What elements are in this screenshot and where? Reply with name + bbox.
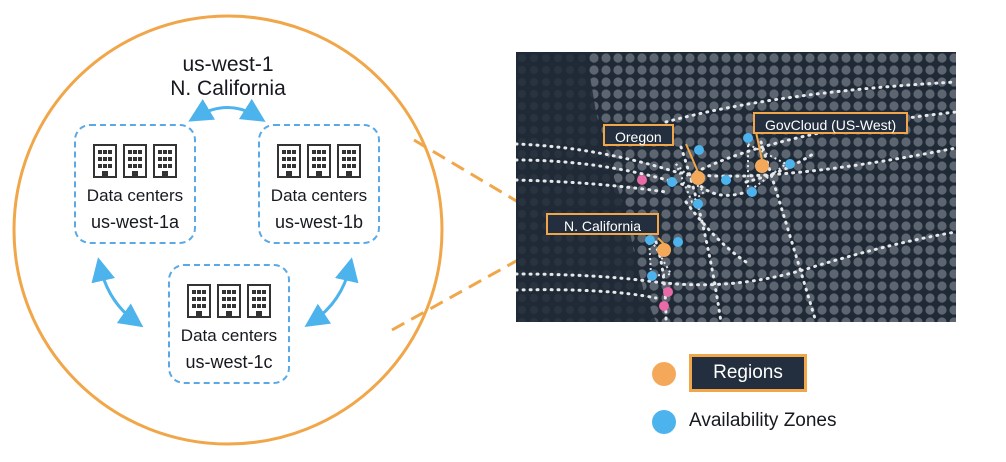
region-map [516,52,956,322]
data-center-building-icon [277,144,301,178]
region-dot-govcloud [755,159,769,173]
az-dot [694,145,704,155]
az-dot [667,177,677,187]
az-box-a: Data centers us-west-1a [74,124,196,244]
az-dot [743,133,753,143]
az-dot [721,175,731,185]
region-legend-icon [652,362,676,386]
az-label: Data centers [270,186,368,205]
az-label: Data centers [180,326,278,345]
az-box-c: Data centers us-west-1c [168,264,290,384]
az-dot [647,271,657,281]
bidirectional-arrow-icon [304,257,359,327]
data-center-building-icon [93,144,117,178]
data-center-building-icon [247,284,271,318]
az-label: Data centers [86,186,184,205]
data-center-building-icon [307,144,331,178]
az-box-b: Data centers us-west-1b [258,124,380,244]
bidirectional-arrow-icon [91,257,144,328]
map-label-ncalifornia: N. California [546,213,660,235]
region-code: us-west-1 [182,53,274,76]
data-center-building-icon [217,284,241,318]
zoom-connector-top [413,138,546,220]
region-dot-oregon [691,171,705,185]
data-center-building-icon [337,144,361,178]
az-name: us-west-1b [274,212,364,232]
az-name: us-west-1a [90,212,180,232]
availability-zone-legend-icon [652,410,676,434]
map-label-govcloud: GovCloud (US-West) [753,112,909,134]
az-dot [785,159,795,169]
az-dot [645,235,655,245]
az-dot [693,199,703,209]
az-name: us-west-1c [185,352,273,372]
bidirectional-arrow-icon [188,98,266,122]
building-group [170,284,288,318]
building-group [76,144,194,178]
region-dot-ncalifornia [657,243,671,257]
building-group [260,144,378,178]
data-center-building-icon [123,144,147,178]
az-dot [747,187,757,197]
data-center-building-icon [153,144,177,178]
map-label-oregon: Oregon [603,124,674,146]
legend-availability-zones-label: Availability Zones [689,410,837,431]
data-center-building-icon [187,284,211,318]
region-name: N. California [170,77,286,100]
legend-regions-label: Regions [689,354,807,392]
az-dot [673,237,683,247]
